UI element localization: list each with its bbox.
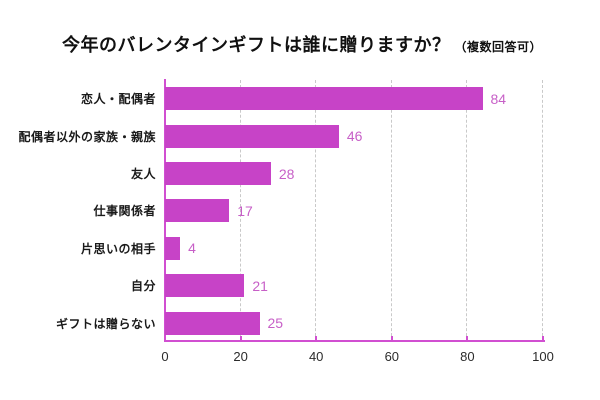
bar (165, 199, 230, 223)
x-axis-line (164, 340, 545, 342)
chart-title-note: （複数回答可） (454, 40, 543, 54)
x-tick-label: 20 (233, 349, 248, 364)
x-tick-label: 100 (532, 349, 554, 364)
category-label: 友人 (130, 167, 156, 182)
bar-value-label: 25 (267, 315, 284, 332)
bar (165, 162, 271, 186)
bar-track: 84 (165, 87, 543, 111)
bar-track: 25 (165, 311, 543, 335)
category-label: 自分 (130, 279, 156, 294)
bar-value-label: 17 (237, 202, 253, 219)
bar-track: 4 (165, 236, 543, 260)
bar (165, 236, 181, 260)
chart-title-main: 今年のバレンタインギフトは誰に贈りますか？ (62, 35, 451, 55)
bar-value-label: 46 (346, 128, 363, 145)
bar-track: 46 (165, 124, 543, 148)
gridline-x-100 (542, 80, 543, 341)
bar-row: 仕事関係者 17 (0, 192, 600, 229)
gridline-x-20 (239, 80, 241, 341)
bar (165, 311, 260, 335)
category-label: ギフトは贈らない (55, 316, 156, 331)
gridline-x-40 (315, 80, 317, 341)
axis-tick-x-40 (315, 336, 318, 342)
gridline-x-60 (390, 80, 392, 341)
category-label: 恋人・配偶者 (80, 92, 156, 107)
bar-value-label: 4 (188, 240, 196, 257)
bar-row: 自分 21 (0, 267, 600, 304)
chart-title: 今年のバレンタインギフトは誰に贈りますか？ （複数回答可） (62, 31, 542, 57)
axis-tick-x-60 (390, 336, 393, 342)
bar-track: 28 (165, 162, 543, 186)
plot-area (165, 80, 544, 342)
gridline-x-80 (466, 80, 468, 341)
category-label: 仕事関係者 (93, 204, 156, 219)
bar-value-label: 28 (278, 165, 295, 182)
axis-tick-x-20 (239, 336, 242, 342)
bar (165, 124, 339, 148)
bar-row: 友人 28 (0, 155, 600, 192)
axis-tick-x-80 (466, 336, 469, 342)
bar-row: ギフトは贈らない 25 (0, 305, 600, 342)
x-tick-label: 40 (308, 349, 324, 364)
bar-row: 恋人・配偶者 84 (0, 80, 600, 117)
category-label: 片思いの相手 (80, 241, 156, 256)
x-tick-label: 60 (384, 349, 400, 364)
bar-track: 17 (165, 199, 543, 223)
x-tick-label: 80 (460, 349, 475, 364)
bar-rows: 恋人・配偶者 84 配偶者以外の家族・親族 46 友人 28 仕事関係者 17 片思いの相手 4 自… (0, 80, 600, 342)
category-label: 配偶者以外の家族・親族 (18, 129, 156, 144)
bar-track: 21 (165, 274, 543, 298)
bar-value-label: 84 (490, 90, 507, 107)
bar-row: 配偶者以外の家族・親族 46 (0, 117, 600, 154)
bar (165, 87, 483, 111)
bar-value-label: 21 (252, 277, 268, 294)
bar-row: 片思いの相手 4 (0, 230, 600, 267)
x-tick-label: 0 (161, 349, 169, 364)
axis-tick-x-100 (542, 336, 544, 342)
bar (165, 274, 245, 298)
